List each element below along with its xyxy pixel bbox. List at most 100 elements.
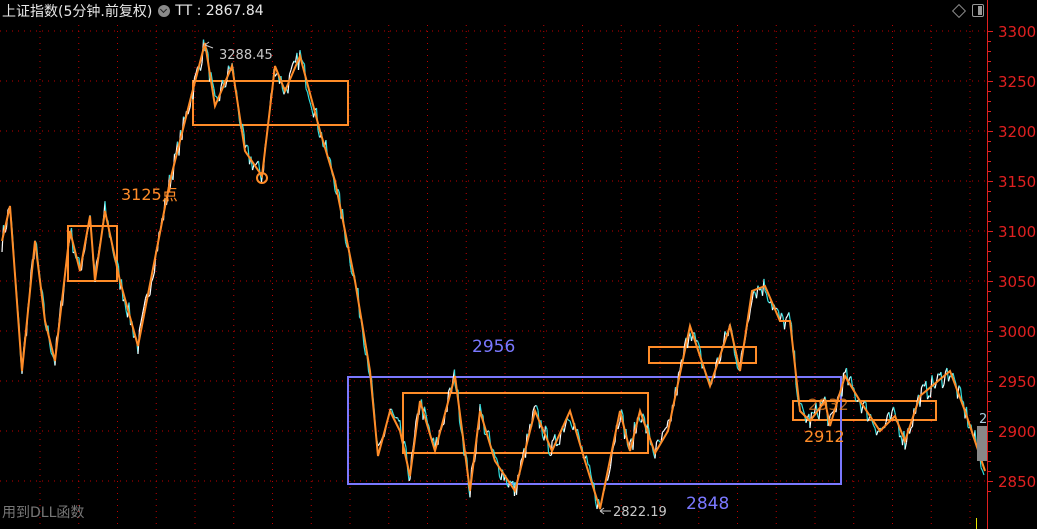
price-segment — [213, 88, 216, 97]
box-high-label: 2932 — [808, 395, 849, 414]
price-segment — [532, 406, 536, 412]
price-segment — [665, 426, 668, 429]
price-segment — [188, 107, 191, 110]
price-segment — [585, 455, 589, 465]
price-segment — [141, 306, 145, 315]
price-segment — [288, 69, 292, 75]
price-segment — [495, 457, 499, 464]
chart-title: 上证指数(5分钟.前复权) — [2, 4, 153, 20]
price-segment — [718, 359, 722, 364]
price-segment — [41, 291, 45, 305]
price-segment — [696, 340, 700, 346]
price-segment — [140, 314, 144, 323]
price-segment — [764, 290, 768, 295]
price-segment — [931, 375, 935, 386]
price-segment — [864, 401, 867, 404]
price-segment — [693, 332, 697, 342]
price-segment — [845, 367, 849, 386]
price-segment — [947, 375, 951, 382]
price-segment — [776, 308, 780, 312]
price-segment — [904, 442, 908, 450]
price-segment — [187, 108, 191, 115]
price-segment — [910, 425, 913, 429]
price-segment — [958, 385, 962, 389]
price-segment — [138, 321, 142, 330]
low-label: 2822.19 — [613, 505, 667, 520]
price-segment — [394, 416, 397, 419]
price-segment — [377, 443, 380, 447]
price-segment — [751, 290, 755, 301]
price-segment — [349, 263, 353, 273]
zigzag-line — [1, 42, 986, 510]
panel-toggle-icon[interactable] — [972, 4, 984, 17]
chart-header: 上证指数(5分钟.前复权) TT : 2867.84 — [2, 3, 264, 20]
price-segment — [143, 298, 147, 307]
price-segment — [211, 82, 215, 89]
price-segment — [4, 227, 8, 233]
price-segment — [698, 344, 702, 351]
price-segment — [274, 73, 277, 77]
pivot-circle-marker — [256, 172, 268, 184]
price-segment — [662, 430, 665, 433]
price-segment — [337, 189, 341, 194]
price-segment — [556, 443, 559, 447]
price-segment — [657, 439, 660, 442]
blue-bottom-label: 2848 — [686, 494, 729, 514]
price-segment — [534, 405, 536, 407]
price-segment — [981, 470, 985, 476]
price-segment — [344, 241, 348, 248]
price-segment — [378, 440, 382, 445]
consolidation-box — [402, 392, 649, 454]
indicator-name: TT — [175, 3, 193, 19]
price-segment — [193, 73, 197, 78]
price-segment — [815, 403, 819, 416]
y-tick-label: 2850 — [998, 473, 1036, 491]
price-segment — [549, 454, 552, 457]
price-segment — [254, 162, 258, 166]
price-segment — [961, 400, 964, 403]
price-segment — [535, 405, 539, 411]
price-segment — [872, 424, 876, 429]
price-segment — [818, 401, 822, 420]
price-segment — [608, 466, 612, 475]
price-segment — [885, 414, 889, 423]
price-segment — [246, 144, 249, 147]
price-segment — [953, 378, 957, 385]
y-tick-label: 3200 — [998, 123, 1036, 141]
chevron-down-circle-icon[interactable] — [158, 5, 171, 17]
price-segment — [667, 419, 670, 422]
last-value-bar — [977, 426, 987, 461]
price-segment — [241, 123, 245, 134]
low-arrow-icon — [599, 507, 611, 515]
last-tag-label: 2 — [979, 412, 987, 427]
price-segment — [224, 79, 228, 88]
consolidation-box — [792, 400, 937, 421]
price-segment — [309, 103, 313, 111]
y-tick-label: 3300 — [998, 23, 1036, 41]
price-segment — [458, 421, 462, 431]
price-segment — [576, 429, 580, 437]
label-3125: 3125点 — [121, 185, 178, 204]
price-segment — [408, 479, 411, 482]
price-segment — [150, 277, 154, 283]
price-segment — [50, 352, 54, 356]
price-segment — [302, 61, 305, 65]
y-tick-label: 2900 — [998, 423, 1036, 441]
price-segment — [952, 372, 956, 380]
price-segment — [811, 411, 814, 414]
price-segment — [666, 420, 669, 428]
price-segment — [403, 441, 407, 448]
price-segment — [423, 406, 427, 415]
price-segment — [940, 372, 944, 389]
price-segment — [749, 300, 753, 309]
price-segment — [874, 427, 878, 436]
price-segment — [597, 499, 601, 506]
high-arrow-icon — [204, 41, 214, 49]
price-segment — [308, 98, 312, 105]
price-segment — [850, 376, 854, 388]
price-segment — [305, 88, 309, 93]
price-segment — [563, 424, 567, 433]
y-tick-label: 3100 — [998, 223, 1036, 241]
price-segment — [686, 336, 690, 349]
